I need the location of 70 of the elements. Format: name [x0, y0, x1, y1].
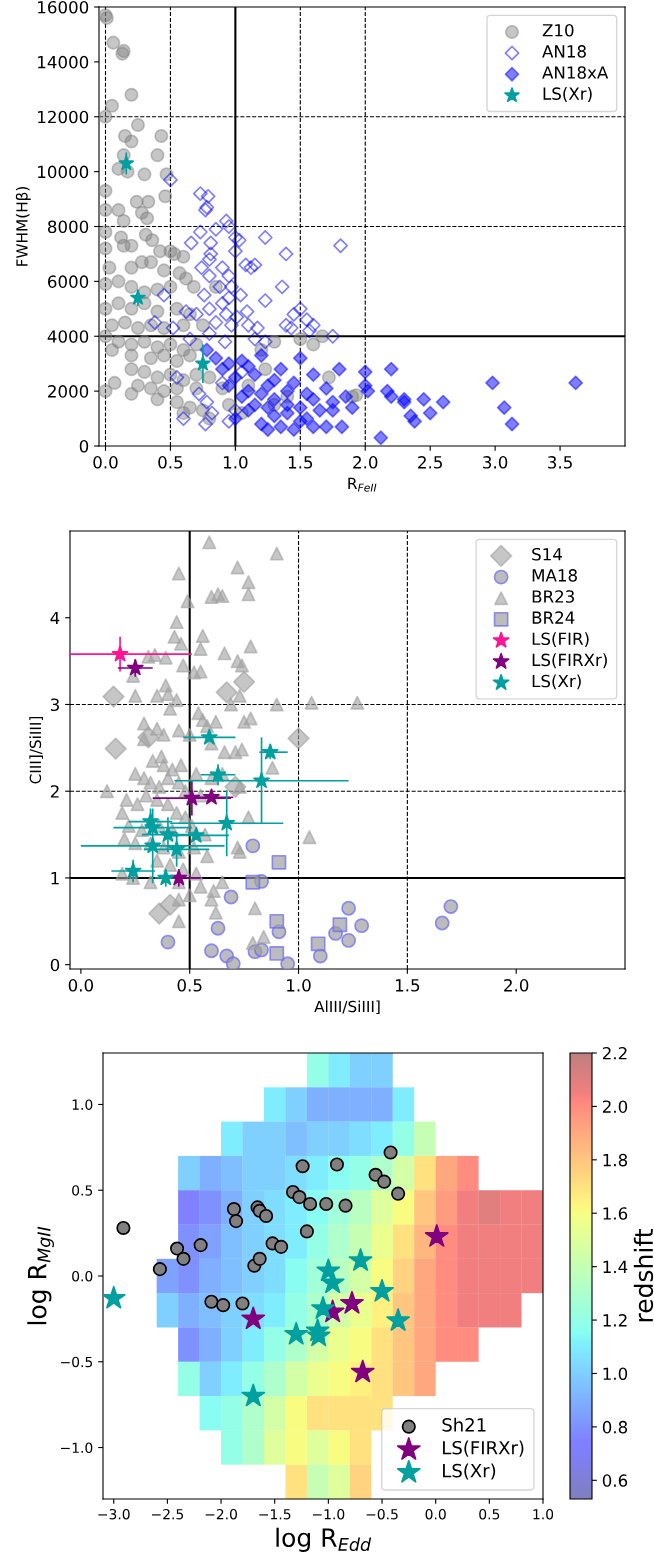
y-axis-title: log R$_{MgII}$ — [27, 1226, 54, 1325]
y-tick-label: 1 — [51, 872, 59, 885]
x-tick-label: 0.5 — [177, 979, 202, 992]
x-tick-label: 1.0 — [287, 979, 311, 992]
legend-label: AN18xA — [542, 66, 609, 79]
color-bar-label: 2.2 — [602, 1046, 627, 1060]
y-tick-label: 0.0 — [72, 1270, 93, 1282]
x-tick-label: 2.5 — [418, 456, 442, 469]
x-tick-label: 0.5 — [479, 1508, 500, 1520]
y-tick-label: 8000 — [47, 220, 89, 234]
x-tick-label: −2.5 — [152, 1508, 184, 1520]
legend-label: Sh21 — [442, 1417, 486, 1432]
y-tick-label: −0.5 — [61, 1356, 93, 1368]
x-tick-label: −2.0 — [205, 1508, 237, 1520]
x-tick-label: −3.0 — [98, 1508, 130, 1520]
x-tick-label: 1.5 — [395, 979, 420, 992]
legend-label: LS(FIR) — [532, 632, 589, 648]
color-bar-label: 1.2 — [603, 1314, 627, 1327]
y-tick-label: 1.0 — [72, 1099, 93, 1110]
legend-label: LS(Xr) — [532, 674, 581, 690]
y-tick-label: 0 — [79, 439, 89, 453]
legend-label: MA18 — [532, 569, 577, 582]
color-bar-label: 1.8 — [603, 1153, 628, 1167]
color-bar-label: 0.8 — [602, 1420, 628, 1434]
x-tick-label: 3.0 — [483, 456, 508, 469]
x-tick-label: −0.5 — [366, 1508, 398, 1520]
y-tick-label: 12000 — [38, 110, 89, 124]
legend-label: LS(Xr) — [543, 87, 592, 102]
y-tick-label: 3 — [50, 698, 59, 712]
x-tick-label: 0.0 — [425, 1508, 446, 1520]
x-tick-label: 1.0 — [223, 456, 248, 469]
x-tick-label: 2.0 — [353, 456, 378, 469]
y-tick-label: 10000 — [38, 165, 89, 179]
y-tick-label: 4000 — [47, 330, 89, 343]
x-axis-title: log R$_{Edd}$ — [276, 1527, 372, 1552]
legend-label: BR24 — [532, 611, 575, 624]
x-tick-label: −1.5 — [259, 1509, 291, 1520]
color-bar-label: 1.0 — [603, 1367, 628, 1381]
color-bar-label: 1.6 — [603, 1207, 628, 1220]
y-tick-label: 0 — [50, 958, 60, 972]
color-bar-title: redshift — [633, 1229, 654, 1322]
y-axis-title: FWHM(Hβ) — [15, 186, 31, 266]
color-bar-label: 0.6 — [602, 1474, 628, 1487]
x-axis-title: AlIII/SiIII] — [314, 1000, 380, 1015]
y-axis-title: CIII]/SiIII] — [29, 716, 43, 784]
legend-label: LS(Xr) — [443, 1463, 496, 1480]
x-tick-label: 1.5 — [288, 456, 313, 469]
x-tick-label: 0.5 — [158, 456, 183, 469]
x-tick-label: 2.0 — [504, 979, 529, 992]
legend-label: AN18 — [542, 45, 586, 58]
x-tick-label: −1.0 — [312, 1508, 345, 1520]
x-tick-label: 3.5 — [548, 456, 572, 469]
y-tick-label: 14000 — [38, 55, 89, 69]
y-tick-label: 0.5 — [72, 1185, 93, 1196]
color-bar-label: 1.4 — [603, 1260, 628, 1273]
y-tick-label: 6000 — [48, 275, 89, 288]
y-tick-label: 16000 — [38, 0, 89, 14]
y-tick-label: 2000 — [48, 385, 89, 398]
legend-label: LS(FIRXr) — [532, 653, 607, 669]
color-bar-label: 2.0 — [602, 1100, 628, 1113]
legend-label: Z10 — [542, 23, 574, 37]
legend-label: BR23 — [532, 590, 574, 603]
x-tick-label: 1.0 — [533, 1508, 554, 1520]
legend-label: S14 — [532, 547, 562, 561]
y-tick-label: 2 — [50, 785, 59, 798]
x-axis-title: R$_{FeII}$ — [348, 477, 377, 492]
y-tick-label: −1.0 — [61, 1442, 93, 1454]
y-tick-label: 4 — [50, 611, 60, 625]
legend-label: LS(FIRXr) — [443, 1440, 524, 1457]
x-tick-label: 0.0 — [93, 456, 118, 469]
